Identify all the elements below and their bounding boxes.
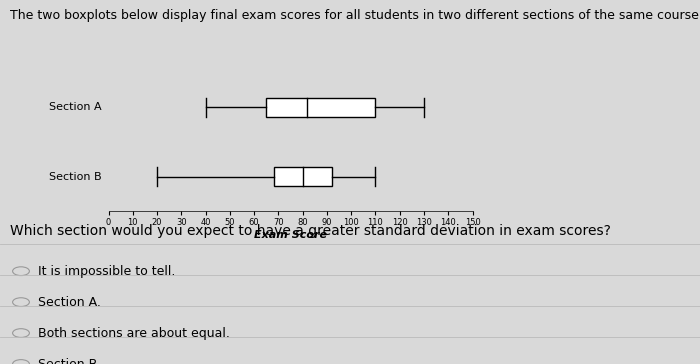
Text: The two boxplots below display final exam scores for all students in two differe: The two boxplots below display final exa… <box>10 9 700 22</box>
Text: Section B.: Section B. <box>38 357 102 364</box>
X-axis label: Exam Score: Exam Score <box>254 230 327 240</box>
Text: Both sections are about equal.: Both sections are about equal. <box>38 327 230 340</box>
Text: Which section would you expect to have a greater standard deviation in exam scor: Which section would you expect to have a… <box>10 224 611 238</box>
FancyBboxPatch shape <box>274 167 332 186</box>
Text: Section B: Section B <box>48 171 102 182</box>
Text: Section A.: Section A. <box>38 296 102 309</box>
Text: Section A: Section A <box>48 102 102 112</box>
FancyBboxPatch shape <box>266 98 375 117</box>
Text: It is impossible to tell.: It is impossible to tell. <box>38 265 176 278</box>
